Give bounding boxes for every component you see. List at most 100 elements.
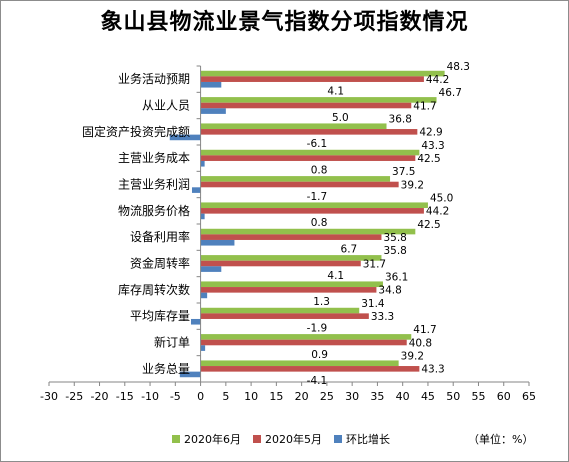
bar-0-11 — [200, 360, 399, 367]
bar-0-3 — [200, 149, 420, 156]
data-label-2-2: -6.1 — [307, 138, 328, 150]
x-tick-label: -20 — [91, 390, 109, 403]
category-label: 设备利用率 — [130, 229, 190, 244]
bar-1-4 — [200, 181, 399, 188]
x-tick-label: 25 — [320, 390, 334, 403]
x-tick-label: 45 — [421, 390, 435, 403]
data-label-2-5: 0.8 — [311, 217, 328, 229]
bar-0-4 — [200, 176, 391, 182]
bar-0-8 — [200, 281, 383, 288]
data-label-2-0: 4.1 — [327, 86, 344, 98]
legend-label-mom: 环比增长 — [346, 433, 390, 446]
x-tick-label: -10 — [141, 390, 159, 403]
bar-1-11 — [200, 366, 420, 372]
x-tick-label: -15 — [116, 390, 134, 403]
data-label-1-5: 44.2 — [426, 206, 449, 218]
category-label: 固定资产投资完成额 — [82, 124, 190, 139]
data-label-1-3: 42.5 — [417, 153, 440, 165]
data-label-2-6: 6.7 — [341, 244, 358, 256]
bar-0-7 — [200, 255, 382, 261]
bar-1-6 — [200, 234, 382, 240]
bar-0-0 — [200, 70, 445, 77]
data-label-0-0: 48.3 — [447, 61, 470, 73]
bar-0-1 — [200, 97, 437, 103]
bar-1-3 — [200, 155, 416, 161]
category-label: 业务活动预期 — [118, 71, 190, 86]
data-label-0-11: 39.2 — [401, 350, 424, 362]
legend-item-mom: 环比增长 — [334, 431, 390, 447]
x-tick-label: 0 — [197, 390, 204, 403]
data-label-0-4: 37.5 — [392, 166, 415, 178]
data-label-1-11: 43.3 — [421, 364, 444, 376]
data-label-2-3: 0.8 — [311, 165, 328, 177]
x-tick-label: 55 — [471, 390, 485, 403]
data-label-1-7: 31.7 — [363, 258, 386, 270]
legend: 2020年6月 2020年5月 环比增长 — [172, 431, 402, 447]
data-label-1-2: 42.9 — [419, 127, 442, 139]
bar-0-6 — [200, 228, 416, 235]
x-tick-label: 40 — [396, 390, 410, 403]
bar-2-8 — [200, 292, 208, 299]
category-label: 业务总量 — [142, 361, 190, 376]
x-tick-label: 50 — [446, 390, 460, 403]
data-label-1-0: 44.2 — [426, 74, 449, 86]
bar-2-9 — [190, 318, 201, 325]
data-label-1-9: 33.3 — [371, 311, 394, 323]
category-label: 新订单 — [154, 335, 190, 350]
data-label-1-6: 35.8 — [383, 232, 406, 244]
chart-title: 象山县物流业景气指数分项指数情况 — [100, 9, 469, 35]
category-label: 平均库存量 — [130, 308, 190, 323]
data-label-0-3: 43.3 — [421, 140, 444, 152]
data-label-0-8: 36.1 — [385, 271, 408, 283]
bar-2-2 — [169, 134, 201, 141]
x-tick-label: 60 — [497, 390, 511, 403]
x-tick-label: 20 — [295, 390, 309, 403]
data-label-0-2: 36.8 — [389, 113, 412, 125]
data-label-0-10: 41.7 — [413, 324, 436, 336]
data-label-1-8: 34.8 — [378, 285, 401, 297]
legend-swatch-mom — [334, 435, 342, 443]
data-label-2-4: -1.7 — [307, 191, 328, 203]
data-label-2-1: 5.0 — [332, 112, 349, 124]
x-tick-label: 65 — [522, 390, 536, 403]
bar-1-9 — [200, 313, 369, 319]
x-tick-label: -5 — [170, 390, 181, 403]
bar-0-9 — [200, 307, 360, 314]
data-label-2-7: 4.1 — [327, 270, 344, 282]
bar-1-10 — [200, 339, 407, 346]
category-label: 库存周转次数 — [118, 282, 190, 297]
legend-swatch-jun — [172, 435, 180, 443]
bar-2-4 — [191, 187, 201, 193]
bar-2-5 — [200, 213, 205, 220]
bar-2-6 — [200, 239, 235, 246]
data-label-2-10: 0.9 — [311, 349, 328, 361]
legend-item-jun: 2020年6月 — [172, 431, 241, 447]
bar-0-5 — [200, 202, 428, 209]
data-label-0-9: 31.4 — [361, 298, 385, 310]
category-label: 物流服务价格 — [118, 203, 190, 218]
bar-2-11 — [179, 371, 201, 378]
bar-1-2 — [200, 129, 418, 135]
data-label-2-9: -1.9 — [307, 323, 328, 335]
bar-1-8 — [200, 287, 377, 293]
x-tick-label: 30 — [345, 390, 359, 403]
data-label-0-6: 42.5 — [417, 219, 440, 231]
bar-2-1 — [200, 108, 226, 114]
bar-0-10 — [200, 334, 412, 340]
category-label: 资金周转率 — [130, 256, 190, 271]
data-label-2-11: -4.1 — [307, 375, 328, 387]
bar-2-0 — [200, 81, 222, 88]
data-label-1-10: 40.8 — [409, 337, 432, 349]
data-label-1-1: 41.7 — [413, 100, 436, 112]
data-label-2-8: 1.3 — [313, 296, 330, 308]
x-tick-label: -30 — [40, 390, 58, 403]
legend-swatch-may — [253, 435, 261, 443]
category-label: 主营业务利润 — [118, 177, 190, 192]
x-tick-label: 10 — [244, 390, 258, 403]
x-tick-label: 35 — [370, 390, 384, 403]
bar-1-5 — [200, 208, 424, 214]
data-label-1-4: 39.2 — [401, 179, 424, 191]
unit-note: （单位：%） — [468, 433, 534, 446]
bar-1-0 — [200, 76, 424, 82]
